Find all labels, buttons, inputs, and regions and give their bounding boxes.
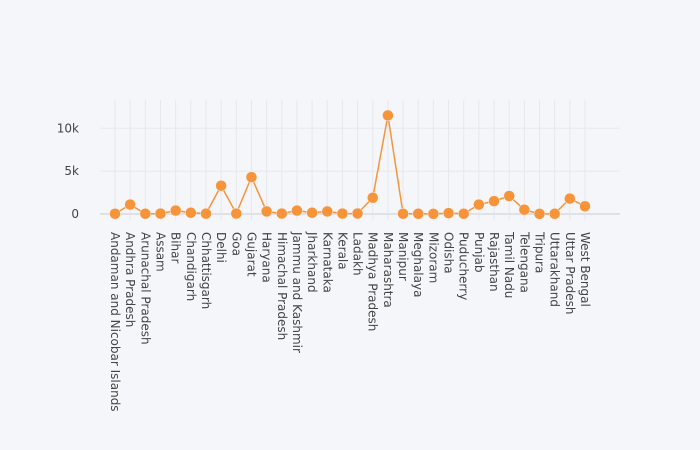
x-tick-label: Ladakh bbox=[351, 232, 365, 276]
data-point bbox=[518, 203, 531, 216]
data-point bbox=[230, 207, 243, 220]
data-point bbox=[200, 207, 212, 220]
data-point bbox=[533, 208, 546, 220]
data-point bbox=[382, 109, 394, 122]
x-tick-label: Goa bbox=[229, 232, 243, 256]
x-tick-label: Jharkhand bbox=[305, 231, 319, 293]
x-tick-label: Himachal Pradesh bbox=[275, 232, 289, 340]
data-point bbox=[185, 206, 197, 219]
x-tick-label: Gujarat bbox=[244, 232, 258, 277]
data-point bbox=[488, 195, 500, 207]
data-point bbox=[412, 207, 424, 220]
x-tick-label: Andaman and Nicobar Islands bbox=[108, 232, 122, 412]
series-points bbox=[109, 109, 591, 220]
data-point bbox=[139, 207, 152, 220]
x-tick-label: Haryana bbox=[260, 232, 274, 283]
data-point bbox=[442, 207, 455, 219]
gridlines bbox=[100, 100, 620, 220]
y-tick-label: 5k bbox=[64, 164, 79, 178]
data-point bbox=[124, 198, 136, 211]
x-tick-label: Chandigarh bbox=[184, 232, 198, 301]
x-tick-label: Assam bbox=[153, 232, 167, 272]
x-tick-label: Telengana bbox=[517, 231, 531, 293]
y-axis-ticks: 0 5k 10k bbox=[57, 121, 79, 221]
x-tick-label: Maharashtra bbox=[381, 232, 395, 308]
x-tick-label: Mizoram bbox=[426, 232, 440, 283]
x-tick-label: Delhi bbox=[214, 232, 228, 263]
x-tick-label: Odisha bbox=[442, 232, 456, 274]
x-tick-label: Kerala bbox=[335, 232, 349, 270]
data-point bbox=[215, 179, 227, 192]
data-point bbox=[336, 207, 349, 220]
data-point bbox=[427, 208, 440, 220]
data-point bbox=[321, 205, 334, 218]
data-point bbox=[397, 207, 409, 220]
data-point bbox=[457, 207, 470, 220]
data-point bbox=[306, 206, 318, 219]
data-point bbox=[169, 204, 182, 217]
x-tick-label: Andhra Pradesh bbox=[123, 232, 137, 327]
data-point bbox=[564, 192, 576, 205]
data-point bbox=[351, 207, 364, 220]
data-point bbox=[276, 207, 288, 220]
x-tick-label: Madhya Pradesh bbox=[366, 232, 380, 331]
data-point bbox=[291, 204, 303, 217]
x-tick-label: Puducherry bbox=[457, 232, 471, 300]
x-tick-label: West Bengal bbox=[578, 232, 592, 307]
x-tick-label: Rajasthan bbox=[487, 232, 501, 292]
y-tick-label: 0 bbox=[71, 207, 79, 221]
x-axis-ticks: Andaman and Nicobar Islands Andhra Prades… bbox=[108, 231, 592, 412]
x-tick-label: Manipur bbox=[396, 232, 410, 281]
data-point bbox=[260, 205, 273, 218]
x-tick-label: Meghalaya bbox=[411, 232, 425, 297]
data-point bbox=[154, 207, 167, 220]
data-point bbox=[109, 207, 121, 220]
x-tick-label: Chhattisgarh bbox=[199, 232, 213, 309]
data-point bbox=[366, 191, 379, 204]
x-tick-label: Uttarakhand bbox=[548, 232, 562, 307]
x-tick-label: Punjab bbox=[472, 232, 486, 273]
series-line-path bbox=[114, 115, 586, 216]
data-point bbox=[503, 190, 515, 202]
x-tick-label: Uttar Pradesh bbox=[563, 232, 577, 314]
x-tick-label: Bihar bbox=[169, 232, 183, 264]
data-point bbox=[548, 207, 561, 220]
y-tick-label: 10k bbox=[57, 121, 79, 135]
x-tick-label: Karnataka bbox=[320, 232, 334, 293]
data-point bbox=[579, 200, 591, 213]
x-tick-label: Arunachal Pradesh bbox=[138, 232, 152, 345]
x-tick-label: Tamil Nadu bbox=[502, 231, 516, 298]
data-point bbox=[473, 198, 485, 211]
x-tick-label: Jammu and Kashmir bbox=[290, 231, 304, 353]
series-line bbox=[114, 115, 586, 216]
x-tick-label: Tripura bbox=[533, 231, 547, 273]
data-point bbox=[245, 171, 258, 183]
